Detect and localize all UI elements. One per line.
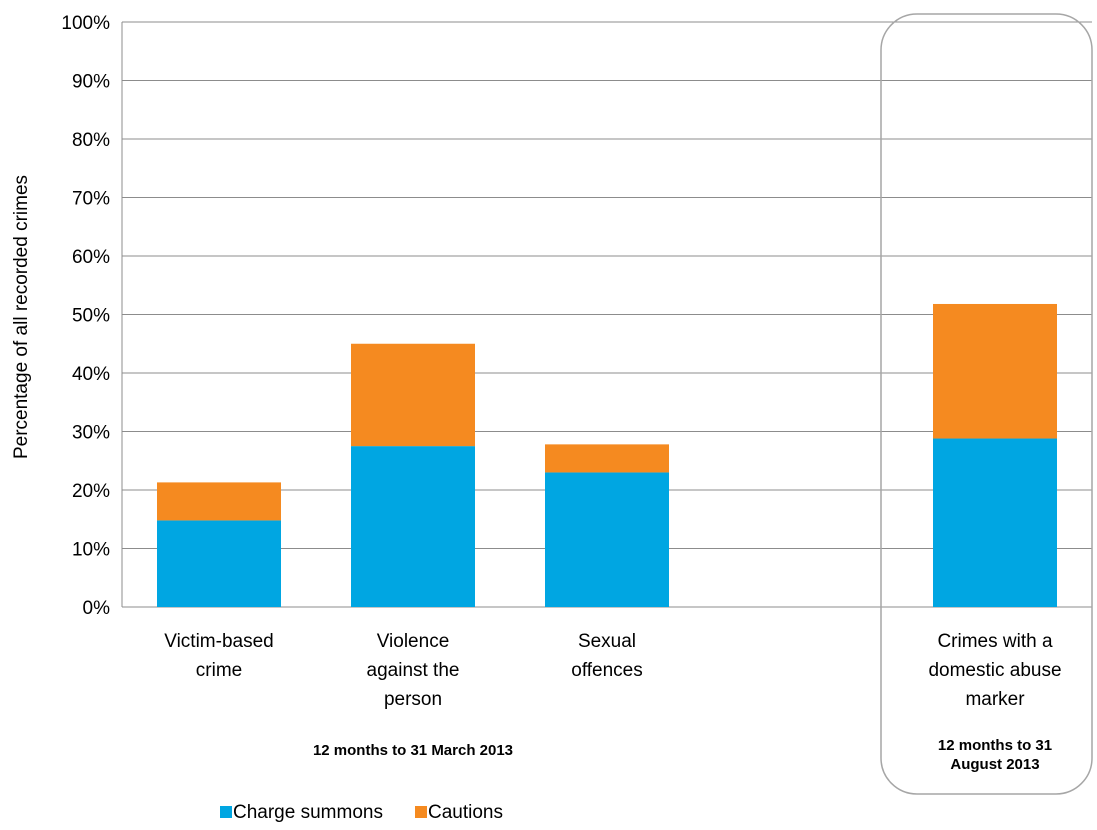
highlight-box (880, 13, 1093, 795)
bar-charge-summons (545, 472, 669, 607)
x-tick-label: Crimes with a (937, 631, 1053, 652)
group-label: 12 months to 31 (938, 737, 1052, 754)
x-tick-label: crime (196, 660, 242, 681)
y-tick-label: 40% (72, 364, 110, 385)
bar-cautions (351, 343, 475, 447)
bar-charge-summons (157, 520, 281, 607)
x-tick-label: domestic abuse (928, 660, 1061, 681)
y-tick-label: 90% (72, 72, 110, 93)
x-tick-label: marker (965, 689, 1025, 710)
bar-cautions (933, 303, 1057, 439)
y-tick-label: 100% (61, 13, 110, 34)
x-tick-label: person (384, 689, 442, 710)
category-labels: Victim-based crime Violence against the pers… (164, 631, 1061, 710)
legend-label-cautions: Cautions (428, 802, 503, 823)
gridlines (121, 21, 1092, 608)
y-tick-label: 20% (72, 481, 110, 502)
group-labels: 12 months to 31 March 2013 12 months to 3… (313, 737, 1052, 773)
y-tick-label: 10% (72, 540, 110, 561)
y-tick-label: 60% (72, 247, 110, 268)
bar-charge-summons (351, 446, 475, 607)
y-axis-label: Percentage of all recorded crimes (11, 175, 32, 459)
bar-cautions (157, 482, 281, 521)
group-label: 12 months to 31 March 2013 (313, 742, 513, 759)
bars (157, 303, 1057, 607)
x-tick-label: Violence (377, 631, 450, 652)
x-tick-label: Victim-based (164, 631, 273, 652)
bar-charge-summons (933, 438, 1057, 607)
legend-label-charge-summons: Charge summons (233, 802, 383, 823)
y-tick-label: 0% (83, 598, 111, 619)
x-tick-label: against the (367, 660, 460, 681)
group-label: August 2013 (950, 756, 1039, 773)
x-tick-label: Sexual (578, 631, 636, 652)
y-tick-label: 50% (72, 306, 110, 327)
legend: Charge summons Cautions (220, 802, 503, 823)
x-tick-label: offences (571, 660, 642, 681)
legend-swatch-charge-summons (220, 806, 232, 818)
bar-cautions (545, 444, 669, 473)
y-tick-label: 30% (72, 423, 110, 444)
y-axis-ticks: 0% 10% 20% 30% 40% 50% 60% 70% 80% 90% 100% (61, 13, 110, 619)
y-tick-label: 70% (72, 189, 110, 210)
y-tick-label: 80% (72, 130, 110, 151)
legend-swatch-cautions (415, 806, 427, 818)
